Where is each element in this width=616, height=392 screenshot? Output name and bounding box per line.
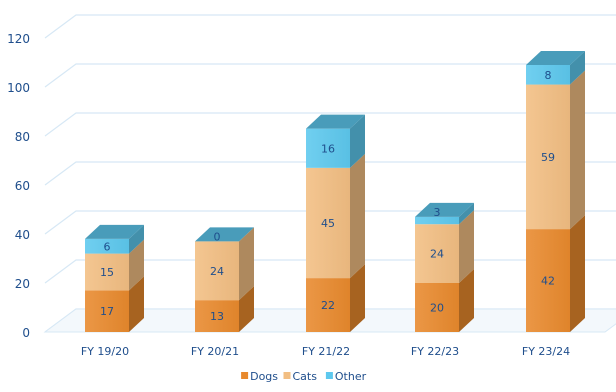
bar-front-face [306,128,350,168]
data-label: 17 [100,305,114,318]
bar-front-face [526,64,570,85]
data-label: 13 [210,310,224,323]
bar-top-face [306,114,365,129]
gridline [44,112,616,137]
bar-segment-dogs: 42 [526,215,585,332]
y-tick-label: 80 [15,130,30,144]
bar-front-face [415,216,459,225]
bar-front-face [85,238,129,254]
y-tick-label: 60 [15,179,30,193]
data-label: 24 [210,265,224,278]
bar-front-face [306,167,350,279]
data-label: 59 [541,151,555,164]
legend-swatch [241,372,249,379]
bar-front-face [415,283,459,332]
bar-front-face [195,241,239,301]
bars: 17 15 6 13 24 0 22 45 16 20 24 3 42 59 8 [85,50,585,332]
legend-item-dogs: Dogs [241,370,278,383]
bar-front-face [415,224,459,283]
x-tick-label: FY 23/24 [522,345,570,358]
legend-label: Cats [293,370,318,383]
bar-segment-dogs: 17 [85,276,144,332]
x-axis-ticks: FY 19/20 FY 20/21 FY 21/22 FY 22/23 FY 23/24 [81,345,570,358]
y-tick-label: 0 [22,326,30,340]
data-label: 42 [541,275,555,288]
y-axis-ticks: 0 20 40 60 80 100 120 [7,32,30,340]
bar-segment-other: 3 [415,202,474,225]
legend: Dogs Cats Other [241,370,367,383]
bar-side-face [459,269,474,332]
bar-side-face [459,202,474,225]
bar-side-face [570,50,585,85]
bar-front-face [85,253,129,291]
bar-segment-cats: 59 [526,70,585,230]
bar-segment-cats: 24 [195,227,254,301]
gridline [44,14,616,39]
legend-swatch [283,372,291,379]
bar-segment-other: 0 [195,227,254,243]
bar-side-face [239,286,254,332]
bar-side-face [239,227,254,301]
bar-side-face [350,114,365,168]
bar-side-face [570,215,585,332]
bar-stack: 17 15 6 [85,224,144,332]
bar-side-face [129,276,144,332]
data-label: 3 [434,206,441,219]
data-label: 24 [430,248,444,261]
data-label: 8 [545,69,552,82]
x-tick-label: FY 21/22 [302,345,350,358]
bar-top-face [526,50,585,65]
bar-segment-cats: 45 [306,153,365,279]
bar-top-face [85,224,144,239]
legend-item-cats: Cats [283,370,318,383]
bar-segment-dogs: 20 [415,269,474,332]
bar-stack: 22 45 16 [306,114,365,332]
bar-front-face [85,290,129,332]
y-tick-label: 120 [7,32,30,46]
x-tick-label: FY 20/21 [191,345,239,358]
data-label: 15 [100,266,114,279]
bar-segment-dogs: 22 [306,264,365,332]
data-label: 22 [321,299,335,312]
bar-stack: 20 24 3 [415,202,474,332]
legend-swatch [325,372,333,379]
bar-segment-other: 16 [306,114,365,168]
bar-side-face [129,224,144,254]
bar-segment-other: 8 [526,50,585,85]
x-tick-label: FY 22/23 [411,345,459,358]
bar-top-face [415,202,474,217]
bar-front-face [195,300,239,332]
bar-top-face [195,227,254,242]
bar-side-face [459,210,474,283]
bar-segment-other: 6 [85,224,144,254]
bar-segment-cats: 15 [85,239,144,291]
bar-segment-cats: 24 [415,210,474,283]
bar-stack: 13 24 0 [195,227,254,332]
gridline [44,63,616,88]
legend-item-other: Other [325,370,367,383]
bar-segment-dogs: 13 [195,286,254,332]
data-label: 16 [321,142,335,155]
data-label: 0 [214,230,221,243]
bar-side-face [350,153,365,279]
y-tick-label: 40 [15,228,30,242]
legend-label: Other [335,370,367,383]
bar-front-face [526,84,570,230]
gridline [44,161,616,186]
y-tick-label: 100 [7,81,30,95]
bar-front-face [526,229,570,332]
data-label: 6 [104,240,111,253]
y-tick-label: 20 [15,277,30,291]
bar-side-face [350,264,365,332]
data-label: 20 [430,302,444,315]
data-label: 45 [321,217,335,230]
x-tick-label: FY 19/20 [81,345,129,358]
bar-side-face [570,70,585,230]
bar-front-face [306,278,350,332]
legend-label: Dogs [250,370,278,383]
bar-side-face [129,239,144,291]
bar-stack: 42 59 8 [526,50,585,332]
